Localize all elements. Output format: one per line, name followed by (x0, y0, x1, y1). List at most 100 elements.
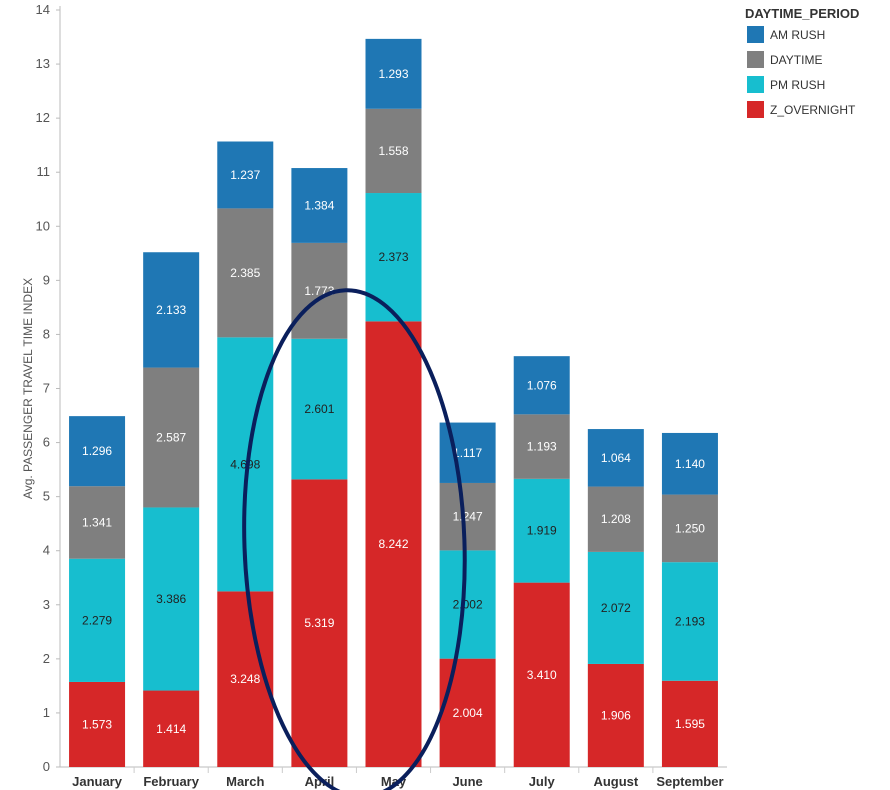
bar-april-pm-rush[interactable] (291, 338, 348, 480)
y-tick-label: 11 (37, 164, 51, 179)
y-tick-label: 14 (36, 2, 50, 17)
bar-september-am-rush[interactable] (661, 432, 718, 495)
legend-label-daytime: DAYTIME (770, 53, 822, 67)
bar-march-daytime[interactable] (217, 208, 274, 338)
data-label-march-daytime: 2.385 (230, 266, 260, 280)
legend: DAYTIME_PERIOD AM RUSH DAYTIME PM RUSH Z_OVE… (745, 6, 859, 118)
x-tick-label-july: July (529, 774, 556, 789)
data-label-september-z-overnight: 1.595 (675, 717, 705, 731)
bar-june-pm-rush[interactable] (439, 550, 496, 659)
bar-february-am-rush[interactable] (143, 252, 200, 368)
legend-swatch-daytime[interactable] (747, 51, 764, 68)
y-tick-label: 1 (43, 705, 50, 720)
data-label-august-pm-rush: 2.072 (601, 601, 631, 615)
data-label-july-am-rush: 1.076 (527, 378, 557, 392)
legend-label-z-overnight: Z_OVERNIGHT (770, 103, 856, 117)
bar-september-daytime[interactable] (661, 494, 718, 563)
legend-swatch-pm-rush[interactable] (747, 76, 764, 93)
bar-june-z-overnight[interactable] (439, 658, 496, 767)
y-tick-label: 2 (43, 651, 50, 666)
data-label-january-daytime: 1.341 (82, 515, 112, 529)
bars (69, 38, 718, 767)
bar-january-z-overnight[interactable] (69, 681, 126, 767)
data-label-september-daytime: 1.250 (675, 521, 705, 535)
data-label-february-am-rush: 2.133 (156, 303, 186, 317)
bar-september-pm-rush[interactable] (661, 562, 718, 681)
data-label-april-pm-rush: 2.601 (304, 402, 334, 416)
y-tick-label: 0 (43, 759, 50, 774)
data-label-july-pm-rush: 1.919 (527, 524, 557, 538)
data-label-june-daytime: 1.247 (453, 510, 483, 524)
data-label-june-am-rush: 1.117 (453, 446, 482, 460)
bar-june-daytime[interactable] (439, 482, 496, 551)
y-tick-label: 4 (43, 543, 50, 558)
y-tick-label: 6 (43, 435, 50, 450)
data-label-may-daytime: 1.558 (378, 144, 408, 158)
bar-july-z-overnight[interactable] (513, 582, 570, 767)
bar-september-z-overnight[interactable] (661, 680, 718, 767)
legend-swatch-am-rush[interactable] (747, 26, 764, 43)
bar-august-z-overnight[interactable] (587, 663, 644, 767)
bar-july-daytime[interactable] (513, 414, 570, 479)
data-label-august-z-overnight: 1.906 (601, 708, 631, 722)
bar-july-pm-rush[interactable] (513, 478, 570, 583)
data-label-august-daytime: 1.208 (601, 512, 631, 526)
data-label-january-am-rush: 1.296 (82, 444, 112, 458)
legend-swatch-z-overnight[interactable] (747, 101, 764, 118)
data-label-july-z-overnight: 3.410 (527, 668, 557, 682)
bar-february-pm-rush[interactable] (143, 507, 200, 691)
data-label-january-z-overnight: 1.573 (82, 717, 112, 731)
bar-july-am-rush[interactable] (513, 356, 570, 415)
y-tick-label: 8 (43, 326, 50, 341)
y-tick-label: 7 (43, 381, 50, 396)
data-label-august-am-rush: 1.064 (601, 451, 631, 465)
bar-april-z-overnight[interactable] (291, 479, 348, 767)
y-tick-label: 9 (43, 272, 50, 287)
data-label-march-z-overnight: 3.248 (230, 672, 260, 686)
legend-label-am-rush: AM RUSH (770, 28, 825, 42)
x-tick-label-january: January (72, 774, 123, 789)
data-label-february-pm-rush: 3.386 (156, 592, 186, 606)
data-label-may-z-overnight: 8.242 (378, 537, 408, 551)
bar-march-am-rush[interactable] (217, 141, 274, 209)
data-label-february-z-overnight: 1.414 (156, 722, 186, 736)
x-tick-label-february: February (143, 774, 199, 789)
y-tick-label: 12 (36, 110, 50, 125)
bar-august-daytime[interactable] (587, 486, 644, 552)
bar-may-z-overnight[interactable] (365, 321, 422, 767)
data-label-may-pm-rush: 2.373 (378, 250, 408, 264)
data-label-june-z-overnight: 2.004 (453, 706, 483, 720)
bar-january-daytime[interactable] (69, 486, 126, 559)
data-label-may-am-rush: 1.293 (378, 67, 408, 81)
bar-february-z-overnight[interactable] (143, 690, 200, 767)
bar-may-am-rush[interactable] (365, 38, 422, 109)
data-label-january-pm-rush: 2.279 (82, 613, 112, 627)
annotations (242, 288, 467, 790)
bar-february-daytime[interactable] (143, 367, 200, 508)
bar-january-am-rush[interactable] (69, 416, 126, 487)
data-label-september-pm-rush: 2.193 (675, 614, 705, 628)
bar-august-pm-rush[interactable] (587, 551, 644, 664)
data-label-february-daytime: 2.587 (156, 431, 186, 445)
bar-may-daytime[interactable] (365, 108, 422, 194)
x-tick-label-september: September (656, 774, 723, 789)
x-tick-label-august: August (593, 774, 638, 789)
data-label-april-daytime: 1.773 (304, 284, 334, 298)
data-label-march-am-rush: 1.237 (230, 168, 260, 182)
data-label-april-z-overnight: 5.319 (304, 616, 334, 630)
value-labels: 1.573 2.279 1.341 1.296 1.414 3.386 2.587 2.133… (82, 67, 705, 736)
y-tick-label: 5 (43, 489, 50, 504)
data-label-july-daytime: 1.193 (527, 440, 557, 454)
legend-label-pm-rush: PM RUSH (770, 78, 825, 92)
y-axis-title: Avg. PASSENGER TRAVEL TIME INDEX (21, 278, 35, 499)
legend-title: DAYTIME_PERIOD (745, 6, 859, 21)
data-label-september-am-rush: 1.140 (675, 457, 705, 471)
bar-january-pm-rush[interactable] (69, 558, 126, 682)
y-tick-label: 10 (36, 218, 50, 233)
bar-april-am-rush[interactable] (291, 168, 348, 243)
data-label-april-am-rush: 1.384 (304, 198, 334, 212)
bar-august-am-rush[interactable] (587, 429, 644, 487)
x-tick-label-march: March (226, 774, 264, 789)
y-tick-label: 13 (36, 56, 50, 71)
